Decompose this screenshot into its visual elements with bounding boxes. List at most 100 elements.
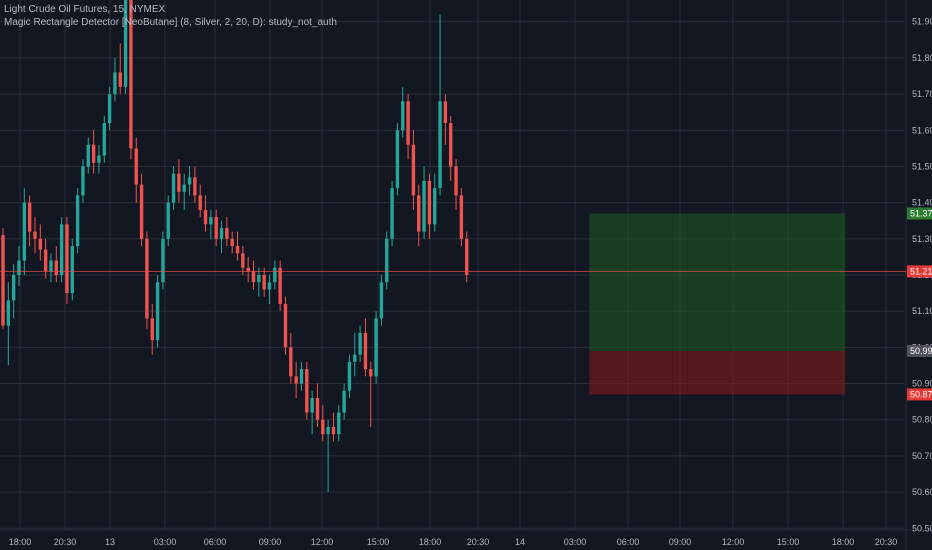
candle-body [443, 101, 448, 124]
candle-body [6, 300, 11, 326]
candle-body [331, 426, 336, 435]
candle-body [86, 144, 90, 167]
candle-body [17, 260, 21, 275]
y-tick-label: 50.50 [912, 523, 932, 533]
price-badge-label: 51.37 [910, 208, 932, 218]
candle-body [326, 426, 330, 435]
price-badges: 51.37 51.21 50.99 50.87 [907, 207, 932, 401]
candle-body [385, 238, 389, 283]
candle-body [251, 271, 256, 283]
candle-body [70, 246, 74, 294]
candle-body [395, 130, 400, 189]
candle-body [43, 249, 48, 272]
candles [1, 0, 469, 493]
candle-body [182, 184, 186, 192]
candle-body [209, 217, 213, 225]
candle-body [363, 332, 368, 370]
x-tick-label: 06:00 [617, 537, 640, 547]
candle-body [267, 282, 272, 290]
candle-body [33, 231, 37, 239]
candle-body [198, 195, 202, 210]
x-tick-label: 18:00 [419, 537, 442, 547]
candle-body [171, 173, 176, 203]
x-tick-label: 20:30 [467, 537, 490, 547]
candle-body [283, 303, 288, 348]
price-badge [907, 344, 932, 357]
candle-body [65, 224, 69, 294]
candle-body [150, 318, 154, 341]
y-tick-label: 51.50 [912, 161, 932, 171]
candle-body [177, 173, 181, 192]
candle-body [166, 202, 170, 239]
candle-body [278, 267, 282, 304]
candle-body [97, 155, 101, 163]
candle-body [107, 94, 112, 124]
y-tick-label: 51.40 [912, 198, 932, 208]
candle-body [294, 376, 298, 384]
candle-body [155, 282, 160, 341]
stop-zone [589, 350, 846, 395]
candle-body [358, 332, 362, 355]
price-badge [907, 207, 932, 220]
candle-body [129, 0, 133, 149]
candle-body [454, 166, 458, 196]
x-tick-label: 03:00 [564, 537, 587, 547]
candle-body [1, 235, 5, 326]
candle-body [427, 180, 432, 225]
candle-body [27, 202, 32, 232]
y-tick-label: 51.10 [912, 306, 932, 316]
time-axis[interactable]: 18:00 20:30 13 03:00 06:00 09:00 12:00 15:00 18:… [9, 537, 898, 547]
candle-body [241, 253, 245, 268]
candle-body [219, 227, 224, 239]
candle-body [203, 209, 208, 225]
candle-body [145, 238, 149, 319]
x-tick-label: 03:00 [154, 537, 177, 547]
y-tick-label: 51.80 [912, 53, 932, 63]
x-tick-label: 20:30 [54, 537, 77, 547]
y-tick-label: 51.90 [912, 17, 932, 27]
candle-body [310, 398, 314, 413]
x-tick-label: 13 [105, 537, 115, 547]
price-badge [907, 388, 932, 401]
candle-body [38, 238, 43, 250]
candle-body [406, 101, 410, 145]
x-tick-label: 14 [515, 537, 525, 547]
candle-body [22, 202, 27, 261]
candle-body [369, 369, 373, 377]
candle-body [81, 166, 85, 196]
candle-body [449, 123, 453, 167]
candle-body [139, 184, 144, 239]
candle-body [315, 398, 320, 420]
candle-body [54, 260, 58, 275]
candle-body [102, 123, 106, 156]
study-legend[interactable]: Magic Rectangle Detector [NeoButane] (8,… [4, 17, 337, 28]
candle-body [262, 275, 266, 290]
profit-zone [589, 213, 846, 351]
candle-body [225, 227, 229, 239]
candle-body [299, 369, 304, 384]
candle-body [246, 267, 250, 272]
x-tick-label: 20:30 [875, 537, 898, 547]
y-tick-label: 50.80 [912, 415, 932, 425]
candle-body [337, 412, 341, 435]
x-tick-label: 18:00 [832, 537, 855, 547]
x-tick-label: 09:00 [669, 537, 692, 547]
candle-body [459, 195, 464, 239]
x-tick-label: 15:00 [367, 537, 390, 547]
y-tick-label: 51.60 [912, 125, 932, 135]
candle-body [113, 72, 117, 95]
y-tick-label: 50.60 [912, 487, 932, 497]
x-tick-label: 06:00 [204, 537, 227, 547]
x-tick-label: 18:00 [9, 537, 32, 547]
x-tick-label: 12:00 [722, 537, 745, 547]
candle-body [257, 275, 261, 283]
candle-body [417, 195, 421, 232]
candle-body [347, 361, 352, 391]
candle-body [374, 318, 378, 377]
candle-body [193, 177, 197, 196]
candle-body [91, 144, 96, 163]
candle-body [118, 72, 122, 87]
symbol-title: Light Crude Oil Futures, 15, NYMEX [4, 4, 166, 15]
x-tick-label: 15:00 [777, 537, 800, 547]
